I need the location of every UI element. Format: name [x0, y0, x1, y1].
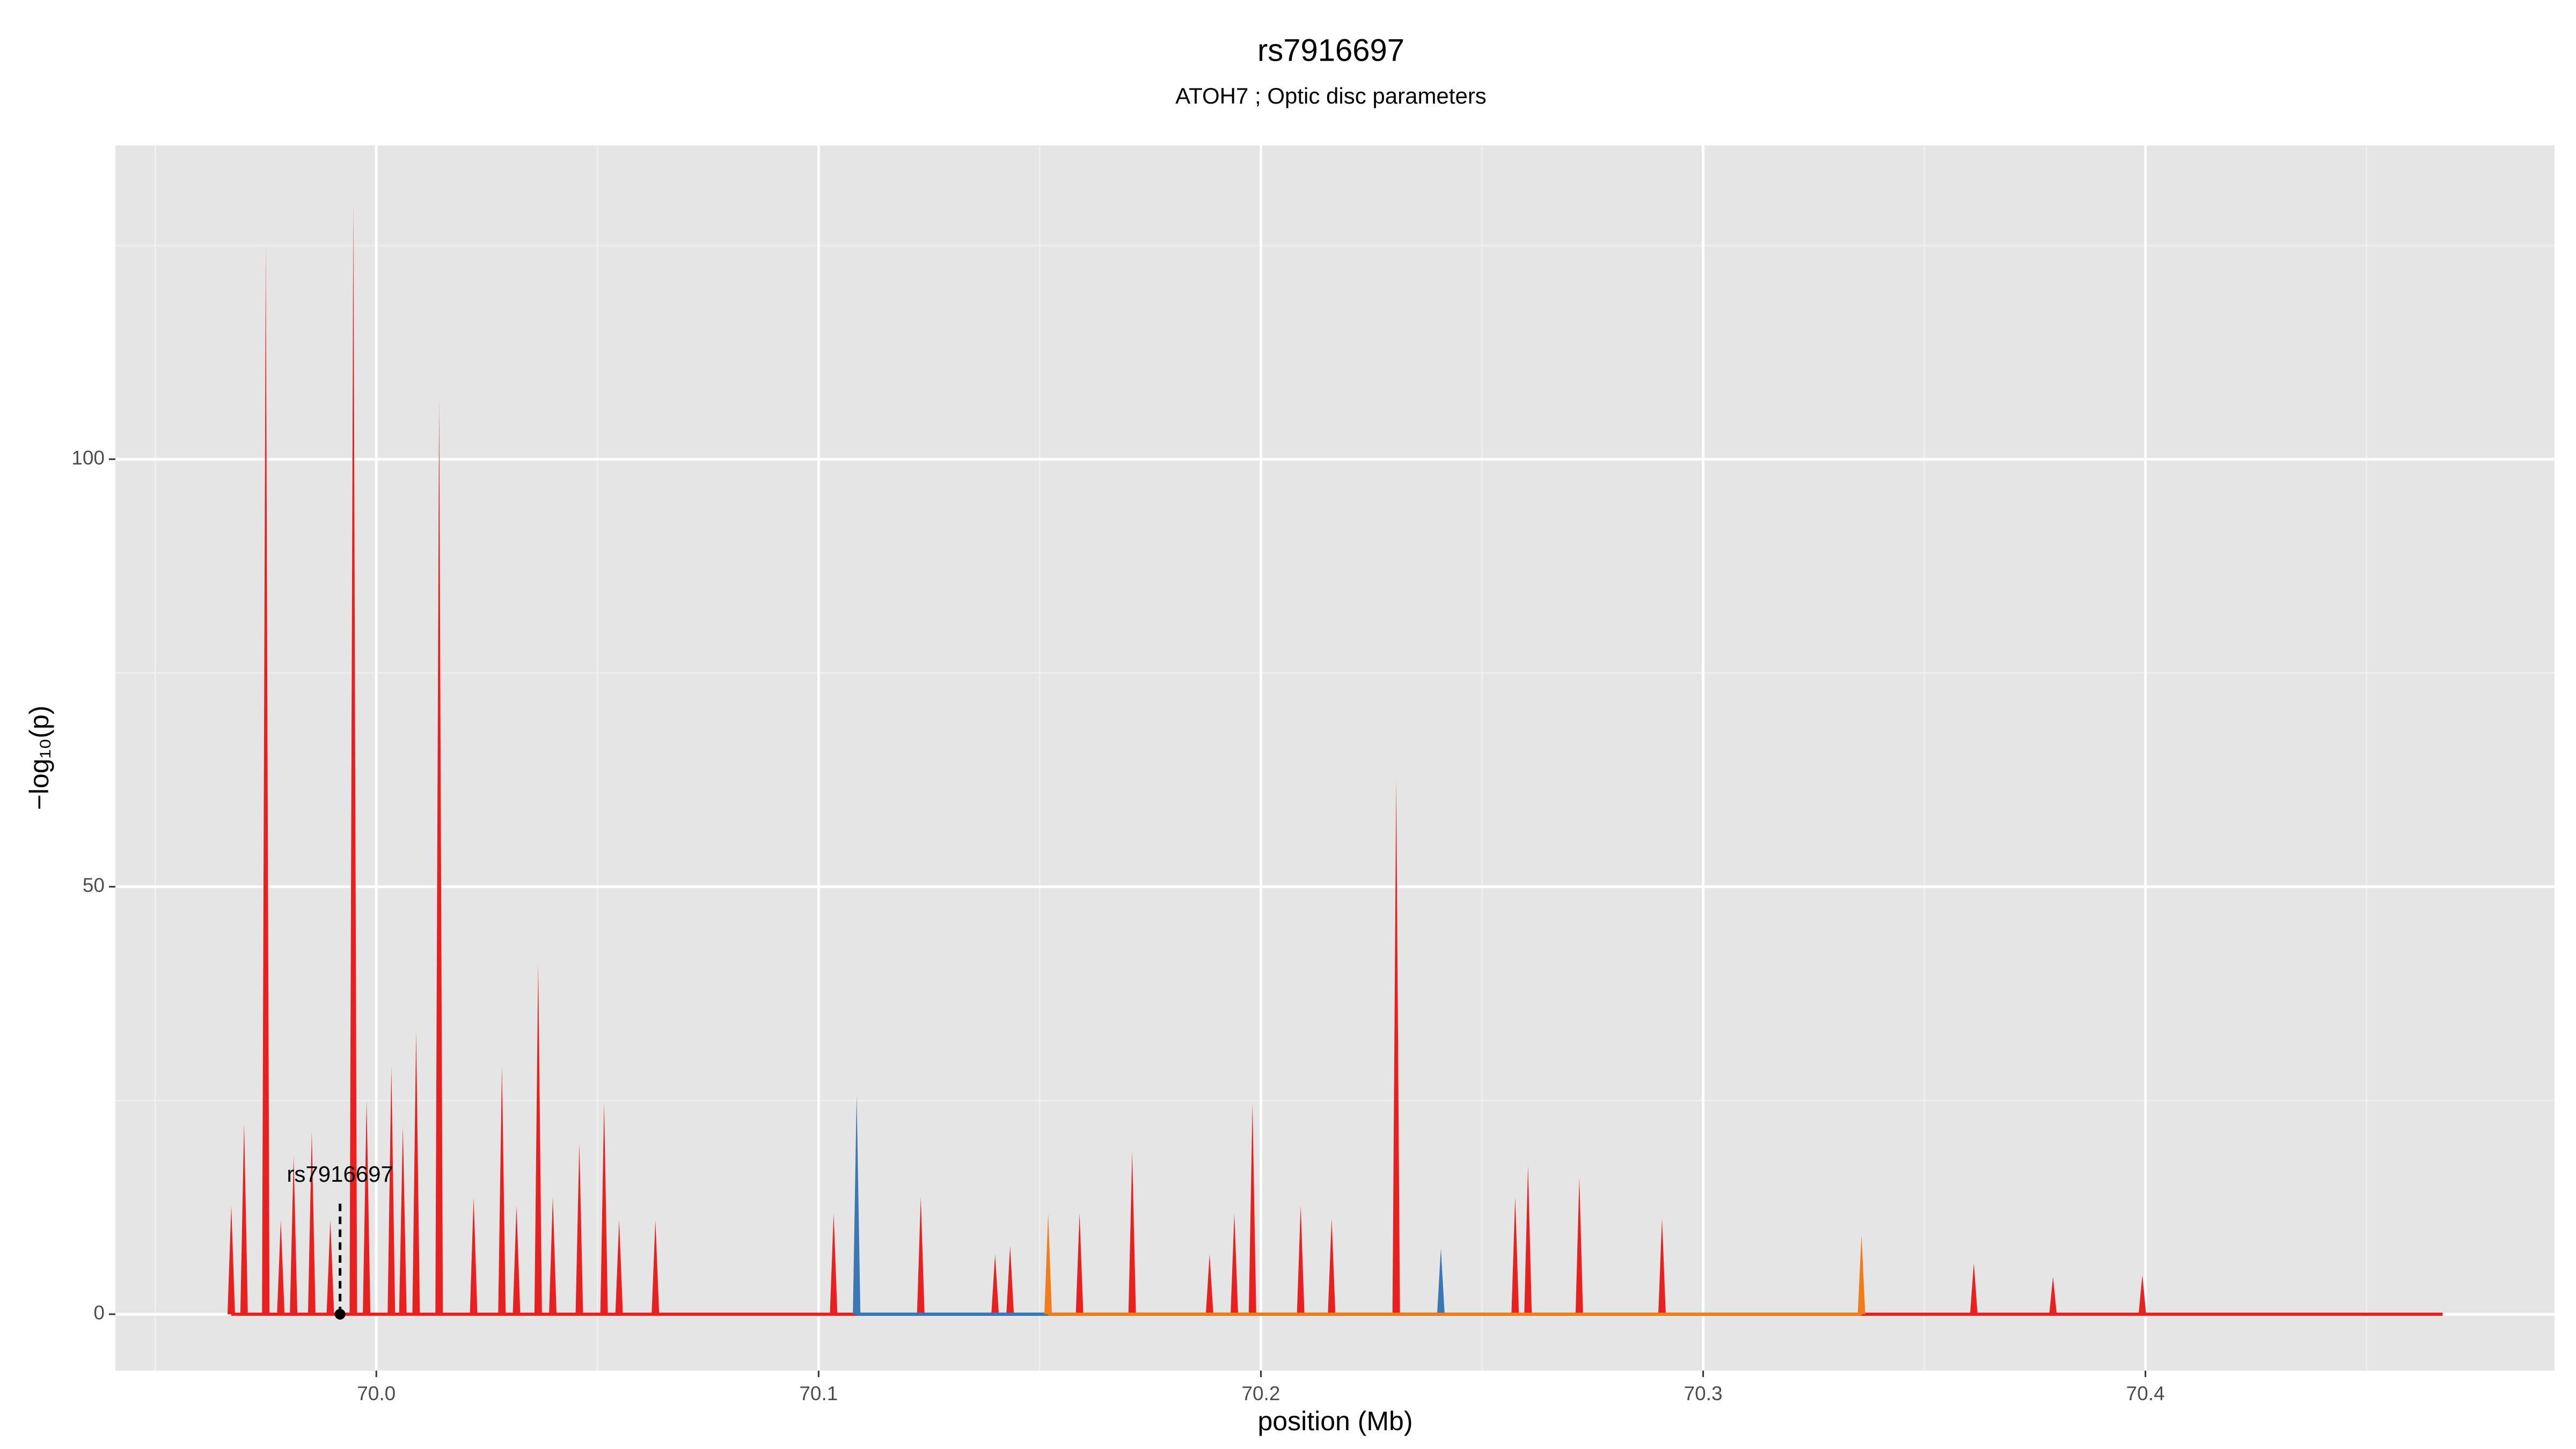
peak: [435, 399, 443, 1314]
peak: [308, 1131, 316, 1314]
y-tick-label: 100: [71, 447, 105, 469]
peak: [227, 1205, 235, 1314]
peak: [262, 245, 270, 1314]
peak: [240, 1122, 248, 1314]
peak: [277, 1220, 285, 1314]
peak: [1511, 1197, 1519, 1314]
peak: [498, 1066, 506, 1314]
peak: [1128, 1152, 1136, 1314]
peak: [1231, 1213, 1239, 1314]
peak: [2049, 1276, 2057, 1314]
peak: [991, 1254, 999, 1314]
peak: [399, 1126, 407, 1314]
peak: [1044, 1213, 1052, 1314]
peak: [1970, 1263, 1978, 1314]
peak: [1575, 1177, 1583, 1314]
peak: [575, 1143, 583, 1314]
peak: [1248, 1103, 1256, 1314]
chart-title: rs7916697: [1257, 33, 1404, 68]
peak: [652, 1220, 660, 1314]
peak: [615, 1220, 623, 1314]
peak: [1437, 1248, 1445, 1314]
annotation-point: [334, 1308, 346, 1320]
peak: [513, 1205, 521, 1314]
peak: [1658, 1218, 1666, 1314]
x-tick-label: 70.1: [799, 1382, 838, 1404]
annotation-label: rs7916697: [287, 1161, 393, 1187]
plot-panel: [115, 145, 2555, 1371]
peak: [387, 1066, 396, 1314]
x-tick-label: 70.4: [2126, 1382, 2165, 1404]
y-tick-label: 0: [93, 1302, 105, 1324]
peak: [363, 1100, 371, 1314]
peak: [1075, 1213, 1084, 1314]
x-axis-label: position (Mb): [1258, 1406, 1413, 1436]
peak: [412, 1032, 420, 1314]
chart-subtitle: ATOH7 ; Optic disc parameters: [1175, 83, 1487, 108]
y-tick-label: 50: [83, 874, 105, 896]
peak: [1205, 1254, 1213, 1314]
peak: [1328, 1218, 1336, 1314]
peak: [1857, 1234, 1865, 1314]
peak: [1297, 1205, 1305, 1314]
peak: [830, 1213, 838, 1314]
peak: [534, 963, 542, 1314]
peak: [1006, 1246, 1014, 1314]
peak: [549, 1197, 557, 1314]
peak: [1524, 1165, 1532, 1314]
peak: [470, 1197, 478, 1314]
peak: [600, 1103, 608, 1314]
y-axis-label: −log₁₀(p): [24, 706, 54, 810]
peak: [349, 202, 357, 1314]
peak: [853, 1094, 861, 1314]
peak: [917, 1197, 925, 1314]
peak: [2138, 1275, 2146, 1314]
x-tick-label: 70.0: [357, 1382, 396, 1404]
peak: [326, 1220, 334, 1314]
peak: [290, 1156, 298, 1314]
x-tick-label: 70.2: [1241, 1382, 1280, 1404]
x-tick-label: 70.3: [1684, 1382, 1723, 1404]
peak: [1392, 780, 1400, 1314]
